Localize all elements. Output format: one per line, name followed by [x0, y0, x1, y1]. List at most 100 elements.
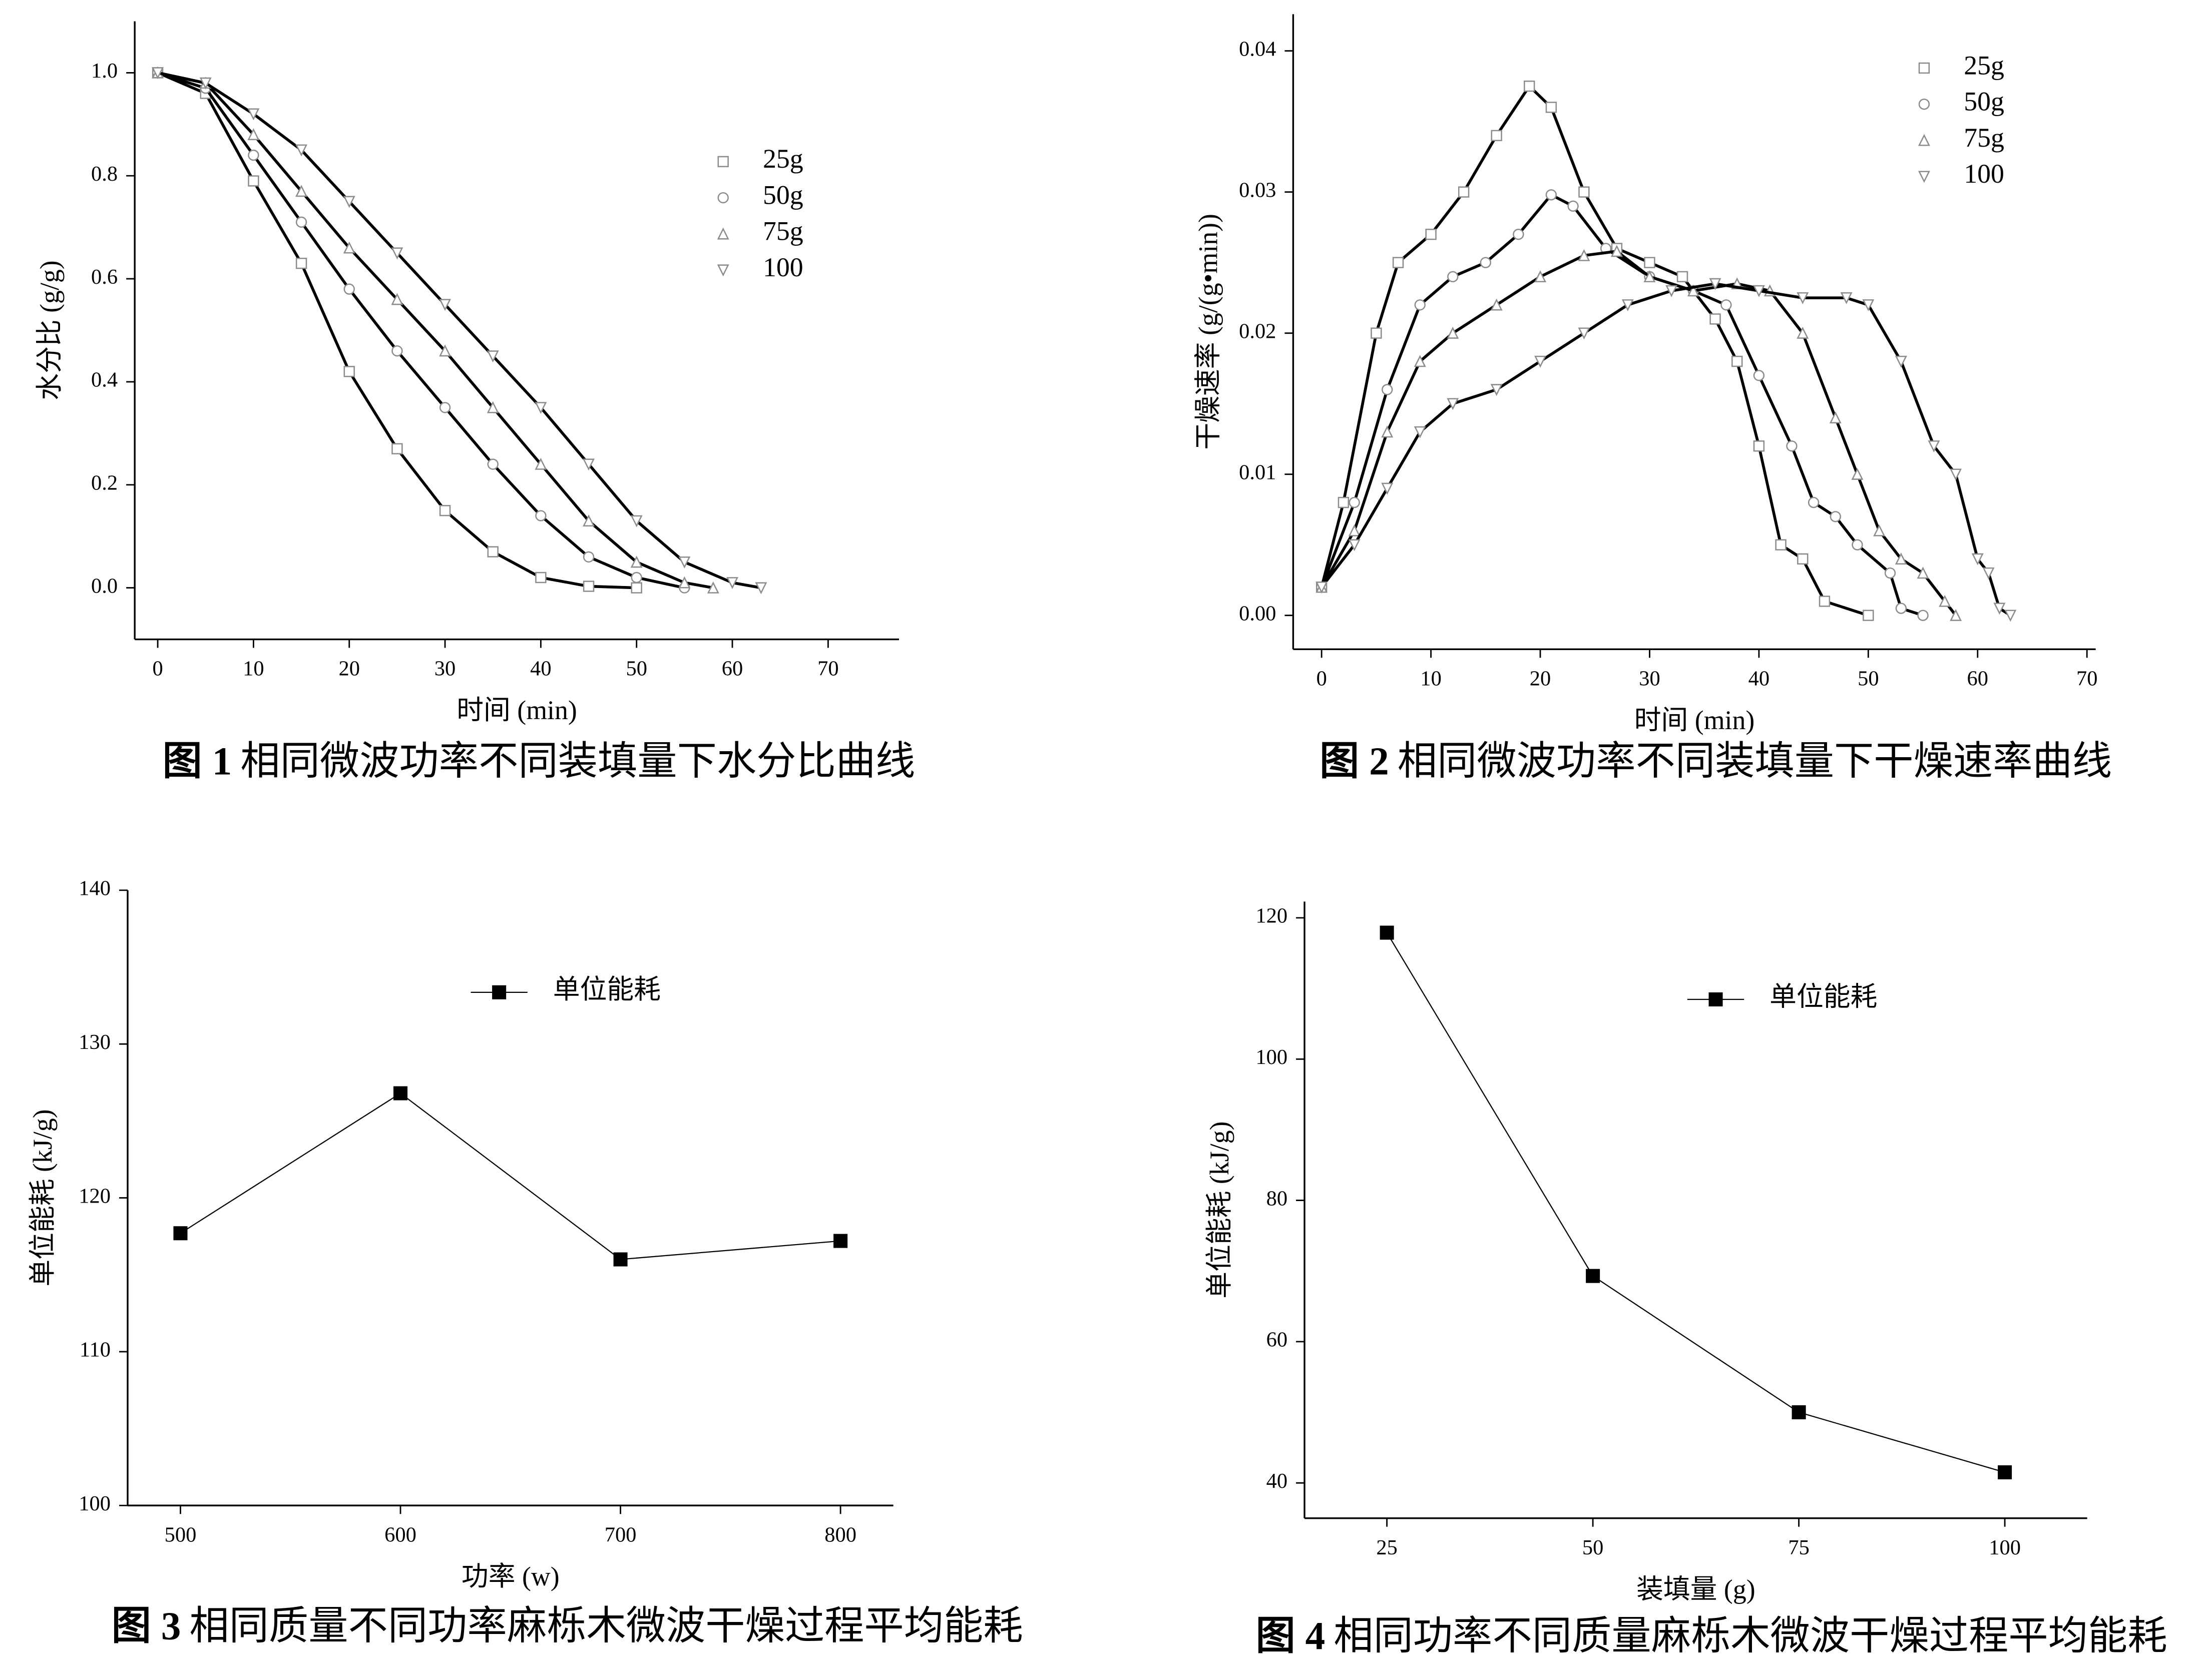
marker: [1447, 398, 1459, 410]
figure-label: 图 4: [1256, 1614, 1325, 1658]
legend-label: 25g: [763, 144, 803, 174]
marker: [1490, 384, 1503, 396]
marker: [583, 581, 595, 592]
marker: [295, 144, 308, 157]
marker: [1840, 292, 1853, 304]
caption: 图 2 相同微波功率不同装填量下干燥速率曲线: [1319, 740, 2112, 784]
marker: [1708, 992, 1723, 1007]
marker: [678, 556, 691, 569]
marker: [1586, 1269, 1600, 1283]
marker: [1720, 299, 1732, 311]
marker: [1998, 1465, 2012, 1480]
marker: [1447, 326, 1459, 339]
y-axis-label: 水分比 (g/g): [35, 260, 65, 400]
marker: [1775, 539, 1787, 550]
marker: [1862, 299, 1875, 312]
marker: [1513, 229, 1524, 240]
marker: [1491, 130, 1502, 142]
marker: [1797, 292, 1809, 304]
series-line: [157, 71, 761, 590]
x-tick-label: 10: [243, 657, 264, 681]
marker: [1490, 298, 1503, 311]
marker: [295, 216, 307, 228]
x-tick-label: 30: [1639, 667, 1660, 690]
caption: 图 1 相同微波功率不同装填量下水分比曲线: [163, 740, 916, 784]
marker: [1524, 80, 1535, 92]
x-tick-label: 40: [530, 657, 551, 681]
marker: [1480, 257, 1492, 268]
x-tick-label: 25: [1376, 1536, 1397, 1559]
figure-label: 图 1: [163, 740, 232, 784]
marker: [1917, 567, 1929, 579]
marker: [1950, 468, 1962, 481]
figure-label: 图 2: [1319, 740, 1389, 784]
x-tick-label: 70: [817, 657, 838, 681]
marker: [1687, 284, 1699, 297]
marker: [439, 402, 451, 413]
y-tick-label: 0.8: [91, 162, 118, 186]
marker: [1829, 411, 1842, 424]
legend-label: 单位能耗: [553, 974, 661, 1004]
y-tick-label: 130: [79, 1030, 111, 1054]
figure-label: 图 3: [112, 1604, 181, 1648]
marker: [1851, 467, 1864, 480]
marker: [1830, 511, 1841, 522]
marker: [1918, 99, 1930, 110]
marker: [1665, 285, 1678, 297]
marker: [295, 185, 308, 197]
marker: [1534, 270, 1547, 283]
marker: [1786, 440, 1798, 452]
x-tick-label: 600: [384, 1523, 416, 1546]
marker: [295, 258, 307, 269]
marker: [199, 77, 212, 90]
marker: [248, 149, 259, 161]
marker: [487, 458, 499, 470]
marker: [1993, 603, 2006, 615]
marker: [1797, 326, 1809, 339]
marker: [1458, 186, 1470, 198]
x-tick-label: 700: [605, 1523, 637, 1546]
x-tick-label: 500: [165, 1523, 197, 1546]
marker: [535, 457, 547, 470]
marker: [1808, 496, 1820, 508]
marker: [535, 510, 547, 521]
y-tick-label: 1.0: [91, 59, 118, 83]
marker: [1950, 609, 1962, 621]
marker: [492, 985, 507, 999]
marker: [1918, 134, 1930, 146]
marker: [439, 299, 452, 311]
marker: [1338, 496, 1350, 508]
marker: [487, 401, 499, 413]
marker: [1380, 925, 1394, 940]
marker: [678, 576, 691, 589]
marker: [391, 443, 403, 454]
marker: [439, 344, 452, 357]
marker: [391, 293, 403, 305]
marker: [755, 582, 767, 595]
marker: [631, 582, 642, 594]
marker: [1425, 229, 1437, 240]
marker: [1918, 171, 1930, 183]
marker: [1895, 552, 1907, 565]
marker: [717, 192, 729, 204]
y-tick-label: 100: [79, 1492, 111, 1515]
marker: [1371, 327, 1382, 339]
x-tick-label: 40: [1748, 667, 1769, 690]
y-tick-label: 0.2: [91, 471, 118, 495]
marker: [1873, 524, 1886, 536]
legend-label: 100: [1964, 159, 2004, 189]
x-tick-label: 70: [2076, 667, 2097, 690]
marker: [487, 350, 499, 363]
marker: [1414, 426, 1426, 438]
x-axis-label: 装填量 (g): [1636, 1574, 1755, 1604]
marker: [583, 551, 595, 563]
y-tick-label: 0.03: [1239, 178, 1276, 202]
marker: [631, 572, 642, 584]
x-tick-label: 20: [338, 657, 359, 681]
marker: [247, 128, 260, 141]
y-tick-label: 0.00: [1239, 602, 1276, 625]
marker: [535, 572, 547, 584]
marker: [1928, 440, 1940, 453]
